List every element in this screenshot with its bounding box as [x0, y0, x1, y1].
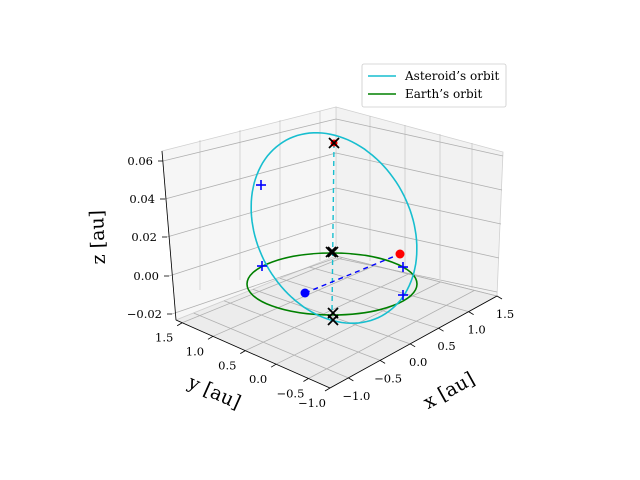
z-grid-line [162, 118, 337, 162]
z-grid-line [171, 257, 337, 315]
plus-marker [398, 290, 408, 300]
y-tick [240, 350, 246, 354]
z-tick-label: 0.02 [131, 230, 157, 244]
legend-label-earth: Earth’s orbit [405, 87, 482, 101]
x-tick [379, 360, 386, 364]
plus-marker [257, 261, 267, 271]
y-tick-label: 0.0 [249, 372, 267, 386]
earth-position-marker [300, 288, 310, 298]
x-tick-label: 0.0 [409, 355, 427, 369]
x-axis-label: x [au] [420, 368, 479, 414]
legend-label-asteroid: Asteroid’s orbit [404, 69, 499, 83]
y-tick-label: 1.0 [186, 344, 204, 358]
legend-box [361, 63, 507, 108]
tick-marks [158, 160, 503, 392]
y-tick [303, 378, 309, 382]
legend: Asteroid’s orbit Earth’s orbit [361, 63, 507, 108]
x-tick-label: 1.5 [496, 307, 514, 321]
x-grid-line [279, 278, 439, 329]
z-tick-label: 0.04 [129, 192, 155, 206]
x-marker [328, 137, 340, 149]
x-tick [438, 327, 444, 332]
z-grid-line [335, 187, 502, 225]
z-grid-line [335, 152, 503, 191]
y-tick-label: −0.5 [276, 386, 304, 400]
y-tick-label: −1.0 [298, 396, 326, 410]
x-tick-label: 0.5 [437, 339, 455, 353]
earth-asteroid-line [304, 253, 401, 294]
x-tick [496, 295, 503, 300]
z-tick-label: 0.06 [127, 154, 153, 168]
x-grid-line [193, 312, 349, 379]
y-tick [176, 322, 183, 327]
y-grid-line [308, 290, 475, 379]
x-tick-label: −0.5 [374, 371, 402, 385]
x-tick [409, 343, 416, 348]
tick-labels: 0.060.040.020.00−0.021.51.00.50.0−0.5−1.… [127, 154, 514, 410]
asteroid-position-marker [395, 249, 405, 259]
x-marker [327, 314, 339, 326]
asteroid-orbit-line [250, 132, 418, 324]
plus-marker [256, 180, 266, 190]
x-grid-line [335, 255, 498, 297]
axes-frame [161, 150, 498, 389]
z-grid-line [168, 221, 337, 277]
z-tick-label: 0.00 [133, 269, 159, 283]
x-marker [325, 246, 337, 258]
z-tick-label: −0.02 [127, 307, 162, 321]
z-axis-label: z [au] [86, 210, 110, 265]
asteroid-node-line [331, 142, 335, 313]
x-tick [468, 311, 474, 315]
z-grid-line [335, 118, 504, 157]
x-tick [348, 377, 354, 382]
x-grid-line [223, 300, 381, 361]
x-grid-line [308, 266, 469, 313]
markers [256, 137, 408, 326]
y-tick [270, 363, 277, 368]
y-tick [207, 335, 214, 340]
x-grid-line [252, 288, 411, 345]
x-tick-label: 1.0 [467, 323, 485, 337]
y-tick [324, 387, 331, 392]
y-axis-label: y [au] [184, 371, 244, 414]
y-tick-label: 1.5 [155, 331, 173, 345]
z-grid-line [335, 257, 498, 293]
x-marker [327, 246, 339, 258]
y-tick-label: 0.5 [218, 359, 236, 373]
x-tick-label: −1.0 [342, 389, 370, 403]
z-grid-line [164, 152, 337, 200]
plus-marker [398, 262, 408, 272]
